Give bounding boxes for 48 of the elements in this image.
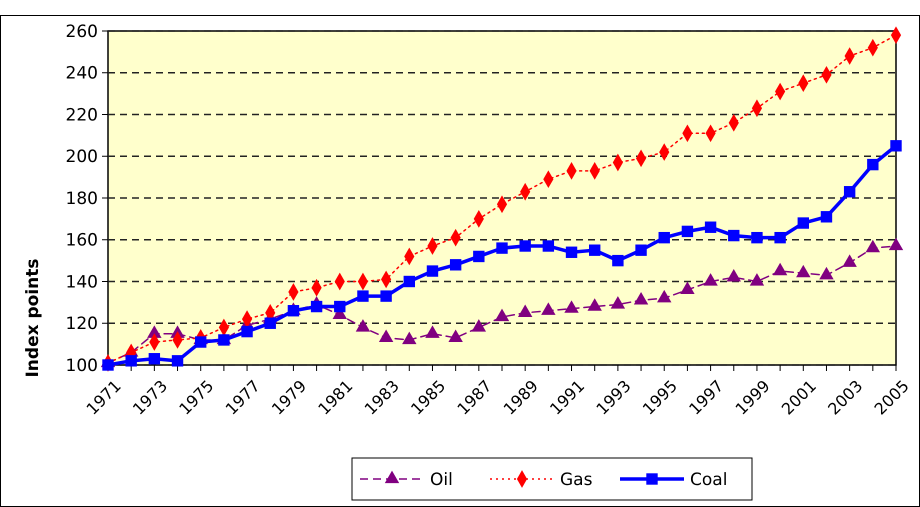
- point: [195, 336, 206, 348]
- point: [612, 254, 624, 266]
- point: [589, 244, 600, 256]
- point: [774, 232, 786, 244]
- point: [241, 326, 253, 338]
- point: [288, 305, 300, 316]
- point: [148, 353, 160, 364]
- point: [264, 318, 276, 329]
- point: [172, 355, 184, 367]
- y-tick-label: 260: [66, 22, 98, 42]
- point: [102, 359, 114, 371]
- point: [704, 222, 716, 233]
- point: [496, 242, 508, 254]
- y-tick-label: 220: [66, 105, 98, 126]
- y-tick-label: 140: [66, 272, 98, 292]
- y-tick-label: 180: [66, 188, 98, 209]
- point: [890, 140, 902, 152]
- legend-label: Coal: [690, 470, 728, 490]
- point: [820, 211, 832, 222]
- point: [867, 158, 879, 170]
- point: [404, 276, 415, 288]
- point: [798, 217, 809, 229]
- y-tick-label: 200: [66, 147, 98, 168]
- legend-label: Oil: [430, 470, 453, 490]
- point: [125, 355, 137, 367]
- y-tick-label: 100: [66, 356, 98, 376]
- point: [357, 290, 369, 302]
- point: [426, 265, 438, 277]
- y-axis-title: Index points: [23, 258, 43, 378]
- point: [658, 232, 670, 244]
- point: [566, 246, 578, 258]
- point: [218, 334, 230, 346]
- point: [635, 244, 647, 256]
- point: [751, 232, 763, 244]
- point: [519, 240, 531, 252]
- point: [844, 186, 856, 198]
- point: [542, 240, 554, 252]
- point: [728, 230, 740, 242]
- point: [450, 259, 462, 270]
- point: [380, 290, 392, 302]
- point: [334, 300, 346, 312]
- point: [682, 226, 694, 238]
- point: [473, 250, 485, 262]
- y-tick-label: 160: [66, 230, 98, 251]
- point: [310, 300, 322, 312]
- y-tick-label: 120: [66, 314, 98, 334]
- y-tick-label: 240: [66, 64, 98, 84]
- legend-label: Gas: [560, 470, 593, 490]
